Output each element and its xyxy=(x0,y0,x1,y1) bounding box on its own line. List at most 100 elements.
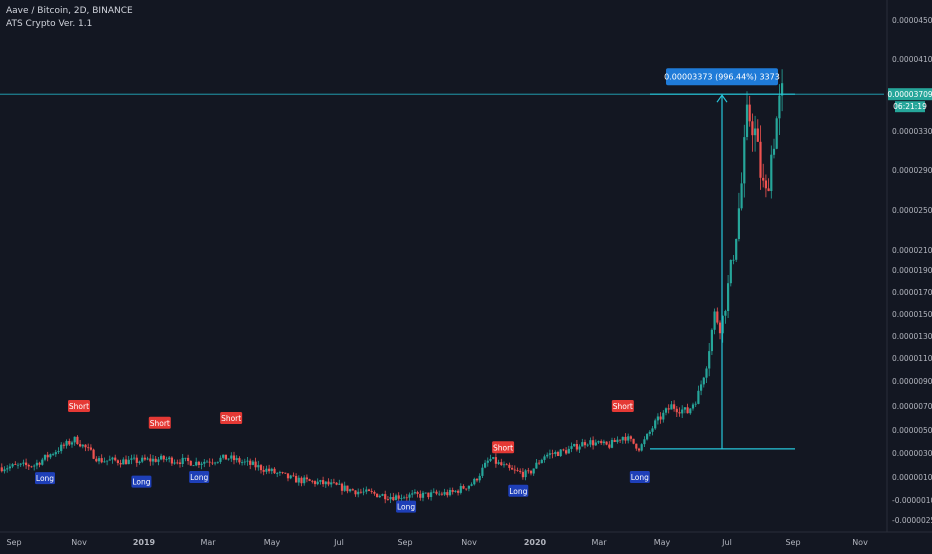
long-signal-label: Long xyxy=(36,474,54,483)
countdown-label: 06:21:19 xyxy=(893,102,927,111)
candle-body xyxy=(259,465,263,471)
candle-body xyxy=(11,464,14,467)
candle-body xyxy=(254,461,257,468)
candle-body xyxy=(713,311,716,330)
candle-body xyxy=(251,461,254,465)
candle-body xyxy=(232,455,236,461)
candle-body xyxy=(716,311,719,323)
candle-body xyxy=(440,493,443,495)
candle-body xyxy=(772,148,776,155)
candle-body xyxy=(354,490,357,495)
candle-body xyxy=(708,351,711,369)
short-signal-label: Short xyxy=(613,402,633,411)
candle-body xyxy=(338,483,341,485)
x-tick-label: Mar xyxy=(200,538,216,547)
candle-body xyxy=(95,458,98,462)
candle-body xyxy=(613,440,616,442)
candle-body xyxy=(165,459,168,460)
x-tick-label: Sep xyxy=(6,538,21,547)
short-signal-badge xyxy=(148,416,171,429)
candle-body xyxy=(705,368,708,378)
indicator-name[interactable]: ATS Crypto Ver. 1.1 xyxy=(6,19,93,29)
candle-body xyxy=(473,478,476,485)
candle-body xyxy=(643,439,646,445)
long-signal-badge xyxy=(508,484,529,497)
candle-body xyxy=(211,462,214,464)
candle-body xyxy=(443,492,446,495)
candle-body xyxy=(673,404,676,409)
candle-body xyxy=(362,491,365,493)
candle-body xyxy=(778,95,781,119)
candle-body xyxy=(767,188,770,192)
candle-body xyxy=(457,490,460,493)
candle-body xyxy=(546,454,549,457)
candle-body xyxy=(367,489,371,491)
candle-body xyxy=(419,493,422,498)
x-tick-label: Sep xyxy=(397,538,412,547)
candle-body xyxy=(532,468,535,474)
candle-body xyxy=(535,462,538,469)
candle-body xyxy=(654,420,657,429)
candle-body xyxy=(138,461,141,463)
candle-body xyxy=(270,468,273,472)
candle-body xyxy=(324,481,327,485)
candle-body xyxy=(49,454,52,458)
candle-body xyxy=(319,480,322,482)
candle-body xyxy=(489,458,492,461)
candle-body xyxy=(421,492,425,498)
candle-body xyxy=(492,457,495,459)
candle-body xyxy=(243,461,246,463)
candle-body xyxy=(648,431,651,434)
candle-body xyxy=(124,459,128,465)
candle-body xyxy=(551,453,554,455)
candle-body xyxy=(646,433,649,440)
candle-body xyxy=(691,404,695,409)
candle-body xyxy=(386,499,389,500)
candle-body xyxy=(640,444,643,451)
candle-body xyxy=(370,491,373,492)
candle-body xyxy=(257,465,260,468)
candle-body xyxy=(718,322,722,334)
candle-body xyxy=(659,416,662,420)
candle-body xyxy=(735,239,738,260)
candle-body xyxy=(30,466,33,468)
candle-body xyxy=(122,459,125,465)
measure-tool: 0.00003373 (996.44%) 3373 xyxy=(0,68,884,450)
short-signal-label: Short xyxy=(150,419,170,428)
candle-body xyxy=(608,444,611,448)
y-tick-label: -0.00000100 xyxy=(892,496,932,505)
x-tick-label: Mar xyxy=(591,538,607,547)
candle-body xyxy=(3,469,6,472)
candle-body xyxy=(308,479,311,481)
candle-body xyxy=(764,180,767,189)
candles xyxy=(0,69,784,504)
long-signal-label: Long xyxy=(631,473,649,482)
candle-body xyxy=(335,482,338,485)
candle-body xyxy=(135,457,138,463)
candle-body xyxy=(46,454,49,458)
candle-body xyxy=(25,462,28,466)
candle-body xyxy=(106,460,109,462)
symbol-title[interactable]: Aave / Bitcoin, 2D, BINANCE xyxy=(6,6,133,16)
candle-body xyxy=(565,450,568,454)
candle-body xyxy=(511,467,514,470)
candle-body xyxy=(162,455,165,460)
x-tick-label: Nov xyxy=(461,538,477,547)
candle-body xyxy=(508,464,511,468)
candle-body xyxy=(697,390,700,404)
candle-body xyxy=(570,446,573,449)
x-tick-label: May xyxy=(654,538,671,547)
current-price-badge xyxy=(888,88,932,101)
candle-body xyxy=(100,458,103,463)
time-axis[interactable]: Sep Nov 2019 Mar May Jul Sep Nov 2020 Mar May Jul Se… xyxy=(6,538,868,547)
candle-body xyxy=(497,462,500,464)
candle-body xyxy=(430,492,433,497)
candle-body xyxy=(756,128,759,142)
